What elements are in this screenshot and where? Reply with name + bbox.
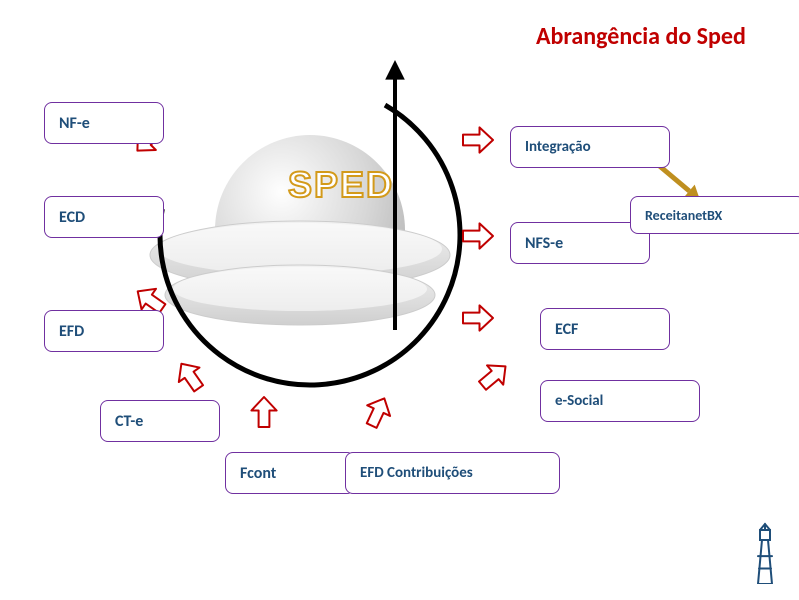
box-nfe: NF-e (44, 102, 164, 144)
box-efd: EFD (44, 310, 164, 352)
box-efdcontrib: EFD Contribuições (345, 452, 560, 494)
sped-logo-text: SPED (288, 164, 394, 206)
background-svg (0, 0, 799, 600)
box-ecd: ECD (44, 196, 164, 238)
diagram-stage: Abrangência do Sped SPED NF-e ECD EFD CT-eF… (0, 0, 799, 600)
box-receitanet: ReceitanetBX (630, 196, 799, 234)
page-title: Abrangência do Sped (536, 22, 746, 51)
box-esocial: e-Social (540, 380, 700, 422)
box-fcont: Fcont (225, 452, 355, 494)
box-nfse: NFS-e (510, 222, 650, 264)
sped-rings (150, 221, 450, 325)
lighthouse-icon (752, 522, 778, 584)
box-cte: CT-e (100, 400, 220, 442)
box-integracao: Integração (510, 126, 670, 168)
box-ecf: ECF (540, 308, 670, 350)
